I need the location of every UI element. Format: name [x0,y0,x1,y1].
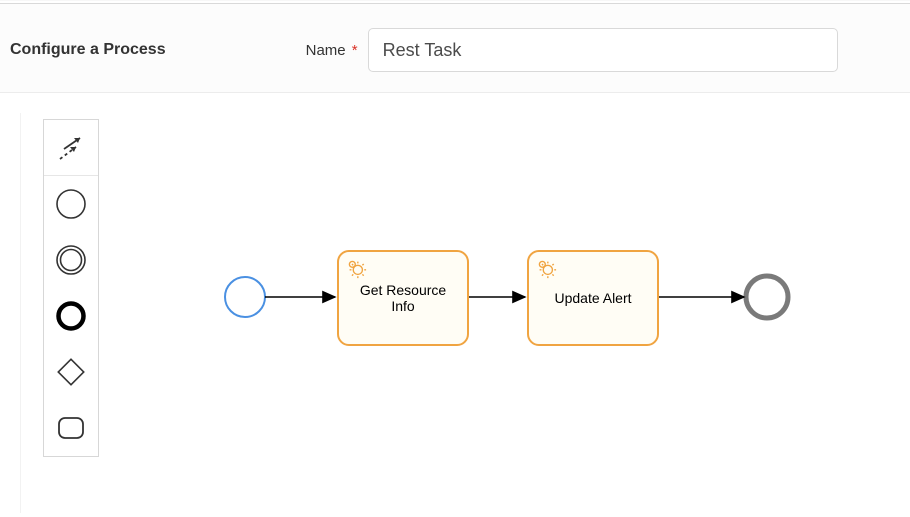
end-event[interactable] [746,276,788,318]
gear-icon [345,257,367,279]
process-name-input[interactable] [368,28,838,72]
gear-icon [535,257,557,279]
task-update-alert[interactable]: Update Alert [527,250,659,346]
required-mark: * [352,42,358,59]
header-row: Configure a Process Name * [0,4,910,93]
task-get-resource-info[interactable]: Get Resource Info [337,250,469,346]
name-label: Name * [306,42,358,59]
name-label-text: Name [306,42,346,59]
task-label: Update Alert [554,290,631,306]
start-event[interactable] [225,277,265,317]
canvas[interactable]: Get Resource Info Update Alert [20,113,890,513]
task-label: Get Resource Info [347,282,459,314]
page-title: Configure a Process [10,41,166,59]
